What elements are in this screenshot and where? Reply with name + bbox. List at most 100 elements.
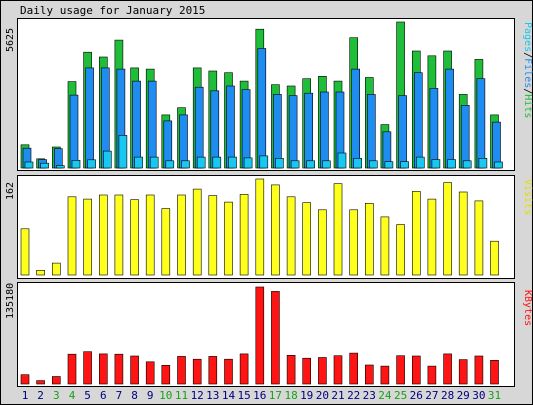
pages-bar	[149, 156, 159, 169]
kbytes-bar	[349, 352, 359, 385]
pages-bar	[384, 161, 394, 169]
pages-bar	[275, 158, 284, 169]
files-bar	[413, 72, 423, 169]
x-tick-label: 22	[347, 389, 360, 402]
files-bar	[304, 92, 314, 169]
files-bar	[210, 90, 220, 169]
pages-bar	[306, 160, 316, 169]
kbytes-bar	[51, 376, 61, 385]
kbytes-bar	[114, 353, 124, 385]
visits-bar	[161, 208, 171, 276]
x-tick-label: 23	[363, 389, 376, 402]
files-bar	[132, 80, 141, 169]
x-tick-label: 16	[253, 389, 266, 402]
kbytes-bar	[36, 380, 45, 385]
x-tick-label: 21	[331, 389, 344, 402]
pages-bar	[478, 158, 488, 169]
x-tick-label: 15	[237, 389, 250, 402]
x-tick-label: 20	[316, 389, 329, 402]
kbytes-bar	[20, 374, 30, 385]
kbytes-bar	[99, 353, 108, 385]
files-bar	[320, 91, 329, 169]
kbytes-bar	[192, 358, 202, 385]
pages-bar	[431, 159, 441, 169]
visits-bar	[145, 194, 155, 276]
visits-bar	[318, 209, 327, 276]
x-tick-label: 8	[131, 389, 138, 402]
x-axis-day-labels: 1 2 3 4 5 6 7 8 9 10 11 12 13 14 15 16 17 18 19 20 21 22 23 24 2…	[22, 389, 501, 402]
kbytes-bar	[333, 355, 343, 385]
hits-legend: Pages/Files/Hits	[522, 22, 533, 118]
visits-bar	[239, 194, 249, 276]
kbytes-bar	[380, 365, 390, 385]
x-tick-label: 30	[472, 389, 485, 402]
kbytes-bar	[396, 355, 405, 385]
legend-pages: Pages	[522, 22, 533, 52]
pages-bar	[353, 158, 363, 169]
files-bar	[179, 114, 188, 169]
pages-bar	[24, 161, 34, 169]
pages-bar	[228, 156, 237, 169]
visits-bar	[411, 191, 421, 276]
pages-bar	[134, 156, 143, 169]
x-tick-label: 24	[378, 389, 392, 402]
x-tick-label: 9	[147, 389, 154, 402]
kbytes-bar	[239, 353, 249, 385]
pages-bar	[40, 162, 49, 169]
visits-bar	[192, 188, 202, 276]
visits-bar	[333, 183, 343, 276]
kbytes-bar	[145, 361, 155, 385]
visits-ymax-label: 162	[5, 182, 16, 200]
visits-bar	[427, 198, 437, 276]
visits-bar	[490, 240, 499, 276]
files-bar	[194, 86, 204, 169]
files-bar	[445, 68, 454, 169]
kbytes-bar	[286, 354, 296, 385]
pages-bar	[447, 159, 456, 169]
kbytes-ymax-label: 135180	[5, 283, 16, 319]
pages-bar	[259, 155, 269, 169]
x-tick-label: 6	[100, 389, 107, 402]
kbytes-bar	[161, 364, 171, 385]
x-tick-label: 5	[84, 389, 91, 402]
pages-bar	[118, 135, 128, 169]
pages-bar	[196, 156, 206, 169]
files-bar	[241, 89, 251, 169]
files-bar	[366, 94, 376, 169]
visits-bar	[286, 196, 296, 276]
visits-bars	[20, 178, 499, 276]
kbytes-bar	[208, 356, 218, 385]
kbytes-bar	[130, 355, 139, 385]
visits-bar	[271, 184, 280, 276]
visits-bar	[83, 198, 92, 276]
kbytes-bar	[302, 357, 312, 385]
visits-bar	[349, 209, 359, 276]
visits-bar	[224, 201, 233, 276]
visits-bar	[458, 191, 468, 276]
visits-bar	[114, 194, 124, 276]
pages-bar	[400, 161, 409, 169]
pages-bar	[103, 150, 112, 169]
pages-bar	[55, 165, 65, 169]
x-tick-label: 28	[441, 389, 454, 402]
kbytes-bars	[20, 286, 499, 385]
visits-bar	[20, 228, 30, 276]
visits-bar	[130, 199, 139, 276]
x-tick-label: 7	[116, 389, 123, 402]
kbytes-bar	[474, 355, 484, 385]
pages-bar	[87, 159, 96, 169]
x-tick-label: 4	[69, 389, 76, 402]
pages-bar	[71, 160, 81, 169]
x-tick-label: 29	[457, 389, 470, 402]
x-tick-label: 18	[284, 389, 297, 402]
kbytes-bar	[224, 358, 233, 385]
pages-bar	[212, 156, 222, 169]
kbytes-bar	[177, 356, 186, 385]
files-bar	[460, 105, 470, 169]
visits-bar	[443, 182, 452, 276]
visits-bar	[396, 224, 405, 276]
legend-files: Files	[522, 58, 533, 88]
visits-legend: Visits	[522, 179, 533, 215]
pages-bar	[462, 160, 472, 169]
visits-bar	[380, 216, 390, 276]
